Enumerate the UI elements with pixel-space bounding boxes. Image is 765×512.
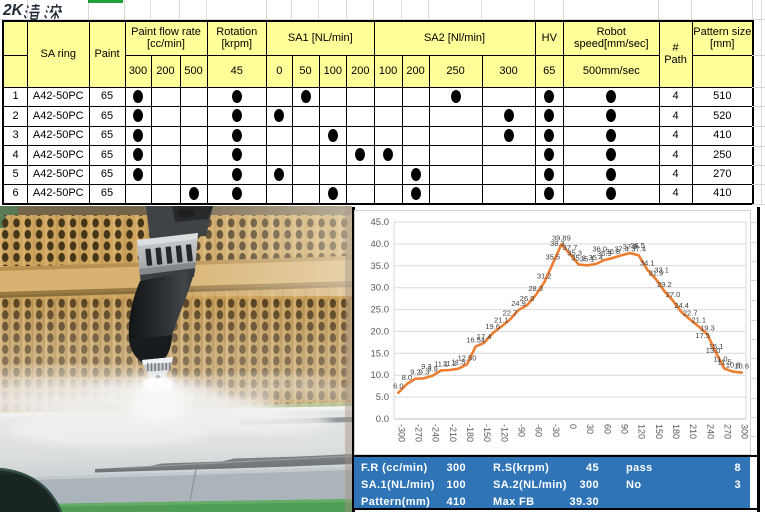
svg-text:21.1: 21.1 [691,316,706,325]
svg-text:240: 240 [705,424,715,439]
svg-text:31.2: 31.2 [537,271,552,280]
svg-text:300: 300 [740,424,750,439]
svg-text:-270: -270 [414,424,424,442]
svg-text:17.5: 17.5 [695,331,710,340]
svg-text:22.7: 22.7 [683,309,698,318]
svg-text:10.0: 10.0 [371,370,390,381]
svg-text:35.4: 35.4 [588,253,603,262]
svg-text:12.50: 12.50 [458,353,477,362]
svg-text:35.0: 35.0 [371,261,390,272]
svg-text:39.89: 39.89 [552,233,571,242]
svg-text:19.3: 19.3 [700,324,715,333]
svg-text:10.8: 10.8 [726,361,741,370]
svg-text:9.3: 9.3 [419,367,429,376]
svg-text:9.2: 9.2 [410,368,420,377]
svg-text:11.5: 11.5 [717,358,731,367]
svg-text:29.2: 29.2 [657,280,672,289]
svg-text:30.0: 30.0 [371,283,390,294]
svg-text:11.1: 11.1 [434,359,448,368]
svg-text:36.3: 36.3 [597,249,612,258]
svg-text:36.5: 36.5 [630,241,645,250]
svg-text:19.6: 19.6 [485,322,500,331]
svg-text:35.3: 35.3 [571,254,586,263]
svg-text:10.6: 10.6 [734,362,749,371]
svg-text:37.7: 37.7 [563,243,578,252]
svg-text:9.9: 9.9 [427,365,437,374]
svg-text:36.8: 36.8 [606,247,621,256]
svg-text:270: 270 [723,424,733,439]
svg-text:16.54: 16.54 [466,336,485,345]
svg-text:6.0: 6.0 [393,382,403,391]
svg-text:13.0: 13.0 [706,346,721,355]
svg-text:31.9: 31.9 [649,268,664,277]
svg-text:37.9: 37.9 [623,242,638,251]
svg-text:-210: -210 [448,424,458,442]
svg-text:24.9: 24.9 [511,299,526,308]
svg-text:-120: -120 [499,424,509,442]
svg-text:30: 30 [585,424,595,434]
svg-text:38.3: 38.3 [550,239,565,248]
svg-text:-150: -150 [482,424,492,442]
svg-text:24.4: 24.4 [674,301,689,310]
svg-text:35.3: 35.3 [567,249,582,258]
svg-text:0.0: 0.0 [376,414,389,425]
svg-text:8.0: 8.0 [402,373,412,382]
svg-text:21.1: 21.1 [494,316,509,325]
svg-text:0: 0 [568,424,578,429]
svg-text:-240: -240 [431,424,441,442]
svg-text:20.0: 20.0 [371,326,390,337]
svg-text:-300: -300 [396,424,406,442]
svg-text:11.2: 11.2 [443,359,457,368]
svg-text:11.0: 11.0 [713,355,727,364]
svg-text:22.7: 22.7 [503,309,518,318]
svg-text:26.0: 26.0 [520,294,535,303]
svg-text:27.0: 27.0 [666,290,681,299]
svg-text:45.0: 45.0 [371,217,390,228]
svg-text:120: 120 [637,424,647,439]
svg-text:11.5: 11.5 [451,358,465,367]
svg-text:40.0: 40.0 [371,239,390,250]
svg-text:28.3: 28.3 [528,284,543,293]
svg-text:35.5: 35.5 [545,253,560,262]
svg-text:34.1: 34.1 [640,259,655,268]
svg-text:150: 150 [654,424,664,439]
svg-text:9.3: 9.3 [421,362,431,371]
svg-text:37.4: 37.4 [631,244,646,253]
svg-text:210: 210 [688,424,698,439]
svg-text:15.0: 15.0 [371,348,390,359]
svg-text:33.1: 33.1 [654,265,669,274]
svg-text:15.1: 15.1 [709,342,724,351]
svg-text:-180: -180 [465,424,475,442]
svg-text:5.0: 5.0 [376,392,389,403]
svg-text:17.4: 17.4 [477,332,492,341]
svg-text:-60: -60 [534,424,544,437]
svg-text:-90: -90 [517,424,527,437]
svg-text:35.1: 35.1 [580,254,595,263]
svg-text:90: 90 [620,424,630,434]
svg-text:36.0: 36.0 [592,245,607,254]
svg-text:60: 60 [602,424,612,434]
svg-text:180: 180 [671,424,681,439]
svg-text:-30: -30 [551,424,561,437]
svg-text:37.4: 37.4 [614,244,629,253]
svg-text:25.0: 25.0 [371,305,390,316]
